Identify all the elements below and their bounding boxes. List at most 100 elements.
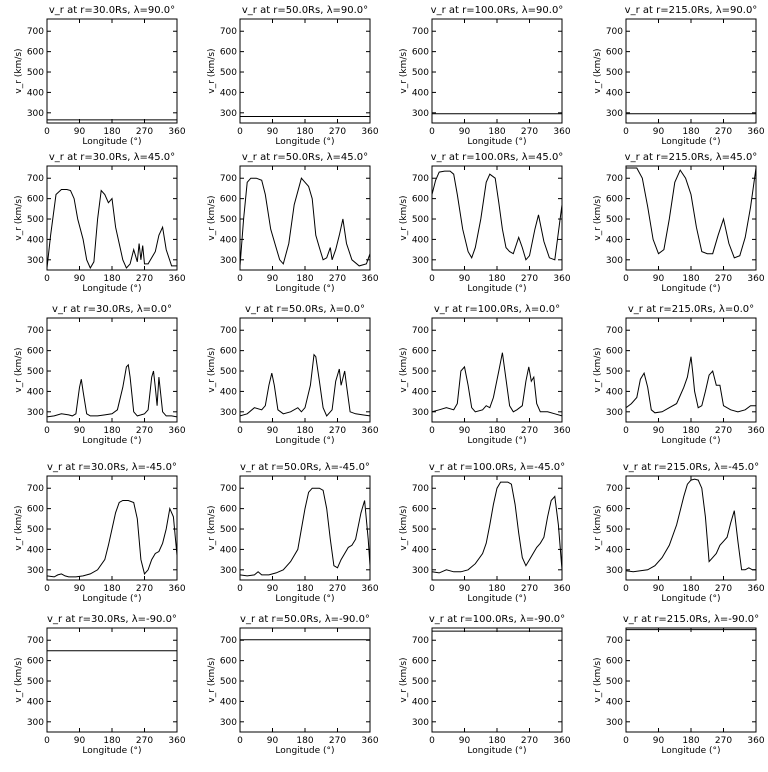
x-tick-label: 90: [653, 274, 665, 284]
chart-panel: v_r at r=100.0Rs, λ=-90.0° 0 90 180 270 360 30…: [399, 614, 571, 756]
y-tick-label: 400: [606, 235, 623, 245]
chart-title: v_r at r=100.0Rs, λ=-45.0°: [429, 462, 565, 473]
chart-title: v_r at r=30.0Rs, λ=45.0°: [49, 152, 175, 163]
series-line: [432, 352, 562, 417]
y-tick-label: 500: [220, 367, 237, 377]
y-tick-label: 700: [27, 326, 44, 336]
chart-title: v_r at r=215.0Rs, λ=90.0°: [625, 5, 758, 16]
plot-frame: [46, 165, 178, 271]
series-line: [432, 481, 562, 574]
y-axis-label: v_r (km/s): [593, 48, 603, 93]
x-tick-label: 90: [267, 736, 279, 746]
x-tick-label: 0: [623, 127, 629, 137]
x-tick-label: 0: [429, 127, 435, 137]
y-axis-label: v_r (km/s): [593, 505, 603, 550]
y-tick-label: 700: [220, 27, 237, 37]
x-tick-label: 180: [488, 274, 505, 284]
y-tick-label: 400: [220, 545, 237, 555]
chart-panel: v_r at r=215.0Rs, λ=90.0° 0 90 180 270 360 300…: [593, 5, 765, 147]
x-tick-label: 90: [653, 426, 665, 436]
y-tick-label: 400: [27, 697, 44, 707]
y-tick-label: 700: [27, 27, 44, 37]
y-tick-label: 500: [220, 525, 237, 535]
x-tick-label: 270: [329, 274, 346, 284]
x-tick-label: 360: [553, 584, 570, 594]
plot-frame: [239, 475, 371, 581]
chart-title: v_r at r=215.0Rs, λ=45.0°: [625, 152, 758, 163]
x-tick-label: 360: [168, 127, 185, 137]
x-tick-label: 90: [267, 274, 279, 284]
y-tick-label: 700: [220, 326, 237, 336]
y-tick-label: 600: [606, 48, 623, 58]
x-axis-label: Longitude (°): [661, 594, 720, 604]
x-tick-label: 360: [747, 584, 764, 594]
series-line: [626, 167, 756, 259]
chart-panel: v_r at r=50.0Rs, λ=45.0° 0 90 180 270 360 300 4…: [207, 152, 379, 294]
y-tick-label: 500: [412, 525, 429, 535]
x-tick-label: 180: [682, 426, 699, 436]
y-tick-label: 300: [27, 566, 44, 576]
y-tick-label: 500: [27, 215, 44, 225]
x-tick-label: 270: [521, 127, 538, 137]
y-tick-label: 600: [606, 347, 623, 357]
x-tick-label: 0: [237, 127, 243, 137]
x-tick-label: 90: [74, 127, 86, 137]
chart-title: v_r at r=100.0Rs, λ=90.0°: [431, 5, 564, 16]
x-tick-label: 90: [459, 127, 471, 137]
x-axis-label: Longitude (°): [82, 746, 141, 756]
series-line: [626, 478, 756, 573]
chart-title: v_r at r=50.0Rs, λ=0.0°: [245, 304, 365, 315]
x-axis-label: Longitude (°): [467, 137, 526, 147]
x-tick-label: 360: [361, 274, 378, 284]
y-tick-label: 600: [220, 48, 237, 58]
y-tick-label: 700: [606, 636, 623, 646]
x-tick-label: 270: [136, 127, 153, 137]
chart-title: v_r at r=100.0Rs, λ=-90.0°: [429, 614, 565, 625]
chart-title: v_r at r=30.0Rs, λ=0.0°: [52, 304, 172, 315]
y-tick-label: 600: [412, 48, 429, 58]
x-tick-label: 90: [267, 127, 279, 137]
y-axis-label: v_r (km/s): [399, 48, 409, 93]
x-tick-label: 180: [488, 426, 505, 436]
y-axis-label: v_r (km/s): [399, 657, 409, 702]
y-tick-label: 600: [27, 657, 44, 667]
x-tick-label: 0: [429, 736, 435, 746]
chart-panel: v_r at r=30.0Rs, λ=-45.0° 0 90 180 270 360 300…: [14, 462, 186, 604]
plot-frame: [625, 165, 757, 271]
x-tick-label: 90: [459, 584, 471, 594]
x-tick-label: 90: [459, 736, 471, 746]
y-tick-label: 600: [27, 195, 44, 205]
x-tick-label: 360: [747, 736, 764, 746]
x-tick-label: 360: [361, 127, 378, 137]
x-tick-label: 180: [103, 426, 120, 436]
x-tick-label: 270: [521, 736, 538, 746]
x-axis-label: Longitude (°): [275, 746, 334, 756]
x-tick-label: 0: [429, 274, 435, 284]
x-tick-label: 90: [267, 584, 279, 594]
x-tick-label: 270: [521, 426, 538, 436]
series-line: [432, 170, 562, 261]
x-tick-label: 0: [237, 426, 243, 436]
x-tick-label: 0: [44, 584, 50, 594]
y-tick-label: 400: [220, 697, 237, 707]
x-tick-label: 0: [429, 426, 435, 436]
y-axis-label: v_r (km/s): [399, 195, 409, 240]
x-tick-label: 360: [747, 127, 764, 137]
x-tick-label: 180: [682, 274, 699, 284]
x-tick-label: 360: [553, 736, 570, 746]
chart-title: v_r at r=215.0Rs, λ=-45.0°: [623, 462, 759, 473]
series-line: [47, 500, 177, 578]
chart-panel: v_r at r=215.0Rs, λ=-45.0° 0 90 180 270 360 30…: [593, 462, 765, 604]
x-axis-label: Longitude (°): [82, 594, 141, 604]
y-tick-label: 400: [606, 387, 623, 397]
chart-panel: v_r at r=50.0Rs, λ=90.0° 0 90 180 270 360 300 4…: [207, 5, 379, 147]
chart-title: v_r at r=50.0Rs, λ=90.0°: [242, 5, 368, 16]
x-tick-label: 360: [553, 127, 570, 137]
y-tick-label: 300: [606, 718, 623, 728]
y-axis-label: v_r (km/s): [14, 195, 24, 240]
y-tick-label: 600: [412, 195, 429, 205]
x-tick-label: 90: [74, 426, 86, 436]
series-line: [240, 177, 370, 267]
y-tick-label: 400: [412, 235, 429, 245]
